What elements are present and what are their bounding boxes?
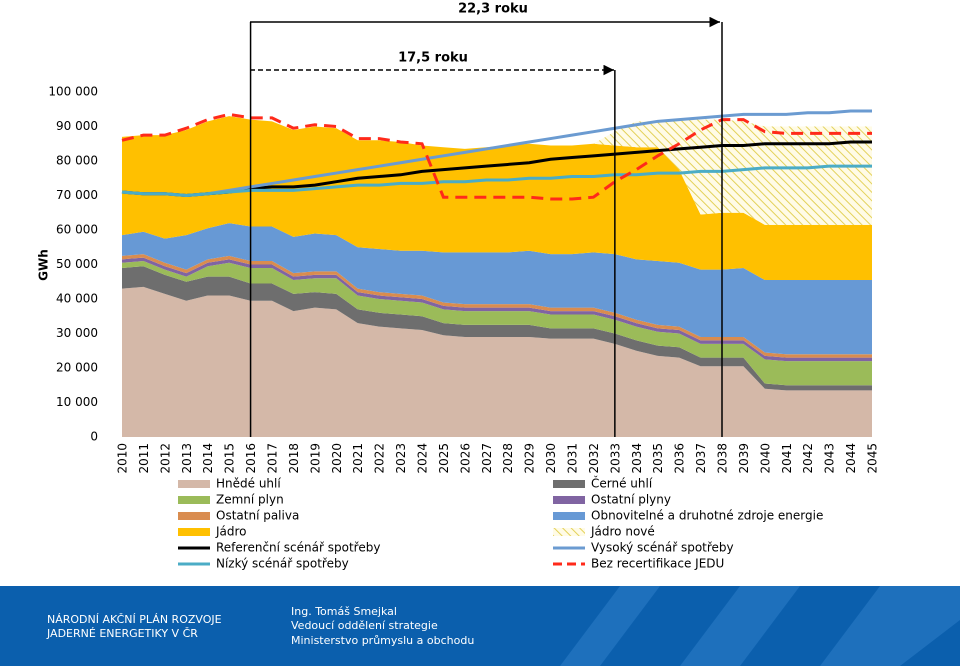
area [122,116,872,225]
legend-swatch [178,480,210,488]
x-tick-label: 2024 [416,443,430,474]
legend-label: Nízký scénář spotřeby [216,557,349,571]
x-tick-label: 2037 [694,443,708,474]
y-tick-label: 100 000 [48,85,98,99]
annotation: 17,5 roku [398,51,468,66]
x-tick-label: 2013 [180,443,194,474]
legend-swatch [178,496,210,504]
y-axis-label: GWh [37,249,51,281]
legend-label: Referenční scénář spotřeby [216,541,380,555]
x-tick-label: 2035 [651,443,665,474]
legend-swatch [553,528,585,536]
legend-swatch [178,528,210,536]
x-tick-label: 2039 [737,443,751,474]
x-tick-label: 2036 [673,443,687,474]
footer-text: Ing. Tomáš Smejkal [291,605,397,618]
y-tick-label: 30 000 [56,326,98,340]
legend-label: Zemní plyn [216,493,284,507]
y-tick-label: 20 000 [56,361,98,375]
x-tick-label: 2022 [373,443,387,474]
footer-text: Ministerstvo průmyslu a obchodu [291,634,474,647]
line [121,109,872,198]
x-tick-label: 2021 [351,443,365,474]
x-tick-label: 2045 [866,443,880,474]
area [122,254,872,358]
x-tick-label: 2028 [501,443,515,474]
legend-label: Bez recertifikace JEDU [591,557,724,571]
x-tick-label: 2041 [780,443,794,474]
annotation: 22,3 roku [458,2,528,17]
plot-area: 0 10 000 20 000 30 000 40 000 50 000 60 000 70 … [48,22,880,474]
footer-background [0,586,960,666]
annotations: 22,3 roku 17,5 roku GWh [37,2,720,281]
x-tick-label: 2023 [394,443,408,474]
x-tick-label: 2031 [566,443,580,474]
x-tick-label: 2012 [158,443,172,474]
footer-text: JADERNÉ ENERGETIKY V ČR [46,627,198,640]
legend-label: Vysoký scénář spotřeby [591,541,734,555]
x-tick-label: 2034 [630,443,644,474]
x-tick-label: 2025 [437,443,451,474]
y-tick-label: 50 000 [56,257,98,271]
legend-label: Jádro [215,525,247,539]
area [122,261,872,386]
line [121,112,872,201]
x-tick-label: 2017 [266,443,280,474]
x-tick-label: 2033 [608,443,622,474]
x-tick-label: 2026 [458,443,472,474]
footer-text: NÁRODNÍ AKČNÍ PLÁN ROZVOJE [47,613,222,626]
legend-label: Ostatní plyny [591,493,671,507]
y-tick-label: 40 000 [56,292,98,306]
y-tick-label: 60 000 [56,223,98,237]
legend-label: Jádro nové [590,525,655,539]
legend-swatch [553,480,585,488]
x-tick-label: 2019 [308,443,322,474]
legend-label: Ostatní paliva [216,509,299,523]
legend: Hnědé uhlí Černé uhlí Zemní plyn Ostatní pl… [178,476,823,571]
x-tick-label: 2018 [287,443,301,474]
x-tick-label: 2038 [716,443,730,474]
x-tick-label: 2044 [844,443,858,474]
area [122,223,872,355]
area [122,257,872,362]
x-tick-label: 2010 [116,443,130,474]
y-tick-label: 0 [90,430,98,444]
x-tick-label: 2042 [801,443,815,474]
y-tick-label: 80 000 [56,154,98,168]
x-tick-label: 2016 [244,443,258,474]
legend-swatch [553,496,585,504]
x-tick-label: 2015 [223,443,237,474]
x-tick-label: 2027 [480,443,494,474]
x-tick-label: 2014 [201,443,215,474]
line [121,164,872,198]
legend-swatch [178,512,210,520]
y-tick-label: 90 000 [56,119,98,133]
footer: NÁRODNÍ AKČNÍ PLÁN ROZVOJE JADERNÉ ENERG… [0,586,960,666]
area [122,286,872,437]
legend-label: Obnovitelné a druhotné zdroje energie [591,509,823,523]
area [122,266,872,391]
footer-decoration [560,586,960,666]
y-tick-label: 10 000 [56,395,98,409]
x-tick-label: 2040 [758,443,772,474]
x-tick-label: 2043 [823,443,837,474]
x-tick-label: 2011 [137,443,151,474]
legend-label: Hnědé uhlí [216,477,281,491]
x-tick-label: 2029 [523,443,537,474]
x-tick-label: 2032 [587,443,601,474]
x-tick-label: 2020 [330,443,344,474]
footer-text: Vedoucí oddělení strategie [291,619,438,632]
y-tick-label: 70 000 [56,188,98,202]
legend-swatch [553,512,585,520]
legend-label: Černé uhlí [591,476,653,491]
x-tick-label: 2030 [544,443,558,474]
